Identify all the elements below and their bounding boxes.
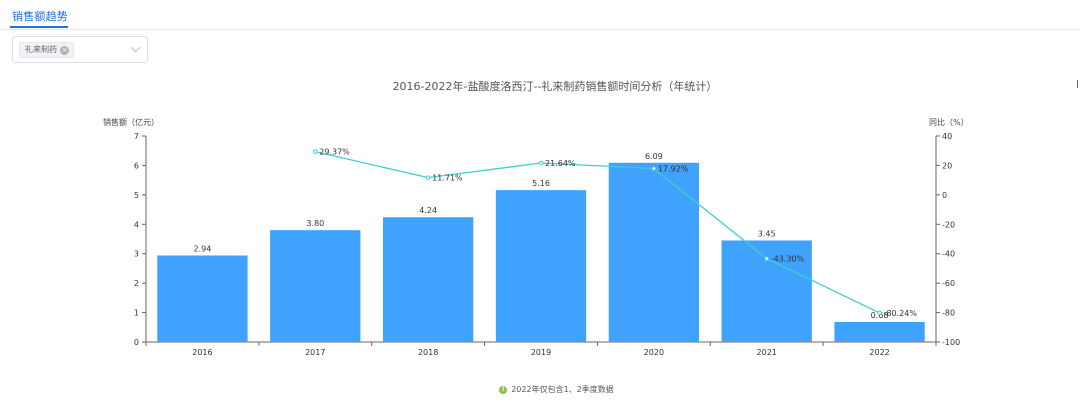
- bar: [495, 190, 587, 342]
- x-tick-label: 2016: [192, 348, 212, 357]
- y2-tick-label: -20: [942, 220, 955, 229]
- yoy-point: [764, 256, 770, 261]
- bar-value-label: 0.68: [871, 311, 889, 320]
- selected-tag-label: 礼来制药: [25, 45, 57, 54]
- y2-tick-label: 20: [942, 161, 952, 170]
- yoy-point: [425, 175, 431, 180]
- yoy-point: [312, 149, 318, 154]
- y2-tick-label: 40: [942, 132, 952, 141]
- yoy-line: [315, 151, 880, 314]
- x-tick-label: 2021: [757, 348, 777, 357]
- bar: [383, 217, 474, 342]
- y-tick-label: 2: [134, 279, 139, 288]
- yoy-value-label: -43.30%: [771, 255, 805, 264]
- y-tick-label: 3: [134, 250, 139, 259]
- selected-tag: 礼来制药 ×: [19, 42, 74, 58]
- y-tick-label: 4: [134, 220, 139, 229]
- bar-value-label: 3.45: [758, 229, 776, 238]
- yoy-point: [538, 160, 544, 166]
- y-tick-label: 1: [134, 309, 139, 318]
- yoy-point: [651, 166, 657, 171]
- bar-value-label: 2.94: [194, 244, 212, 253]
- y2-tick-label: -60: [942, 279, 955, 288]
- x-tick-label: 2020: [644, 348, 664, 357]
- tag-close-icon[interactable]: ×: [60, 45, 69, 55]
- y2-tick-label: 0: [942, 191, 947, 200]
- y-tick-label: 7: [134, 132, 139, 141]
- y2-tick-label: -80: [942, 309, 955, 318]
- chart-footnote: ! 2022年仅包含1、2季度数据: [0, 384, 1080, 395]
- y-tick-label: 5: [134, 191, 139, 200]
- bar: [157, 255, 248, 342]
- x-tick-label: 2017: [305, 348, 325, 357]
- bar: [608, 162, 699, 342]
- yoy-point: [877, 310, 882, 316]
- tab-bar: 销售额趋势: [0, 0, 1080, 30]
- edge-marker: [1077, 80, 1078, 88]
- bar-value-label: 3.80: [306, 219, 324, 228]
- footnote-text: 2022年仅包含1、2季度数据: [511, 385, 614, 394]
- y2-tick-label: -40: [942, 250, 955, 259]
- bar: [270, 230, 361, 342]
- bar-value-label: 4.24: [419, 206, 437, 215]
- bar-value-label: 5.16: [532, 179, 550, 188]
- y-tick-label: 0: [134, 338, 139, 347]
- y2-axis-title: 同比（%）: [929, 117, 969, 127]
- yoy-value-label: 29.37%: [319, 148, 350, 157]
- yoy-value-label: 17.92%: [658, 164, 689, 173]
- x-tick-label: 2019: [531, 348, 551, 357]
- bar: [834, 321, 925, 342]
- yoy-value-label: 11.71%: [432, 174, 463, 183]
- company-select[interactable]: 礼来制药 ×: [12, 36, 148, 63]
- tab-sales-trend[interactable]: 销售额趋势: [12, 10, 68, 23]
- bar-value-label: 6.09: [645, 152, 663, 161]
- yoy-value-label: 21.64%: [545, 159, 576, 168]
- x-tick-label: 2018: [418, 348, 438, 357]
- yoy-value-label: -80.24%: [884, 309, 918, 318]
- chart-title: 2016-2022年-盐酸度洛西汀--礼来制药销售额时间分析（年统计）: [392, 80, 718, 93]
- x-tick-label: 2022: [869, 348, 889, 357]
- y-tick-label: 6: [134, 161, 139, 170]
- y-axis-title: 销售额（亿元）: [103, 117, 159, 127]
- active-tab-indicator: [10, 26, 68, 28]
- y2-tick-label: -100: [942, 338, 960, 347]
- info-icon: !: [499, 385, 508, 394]
